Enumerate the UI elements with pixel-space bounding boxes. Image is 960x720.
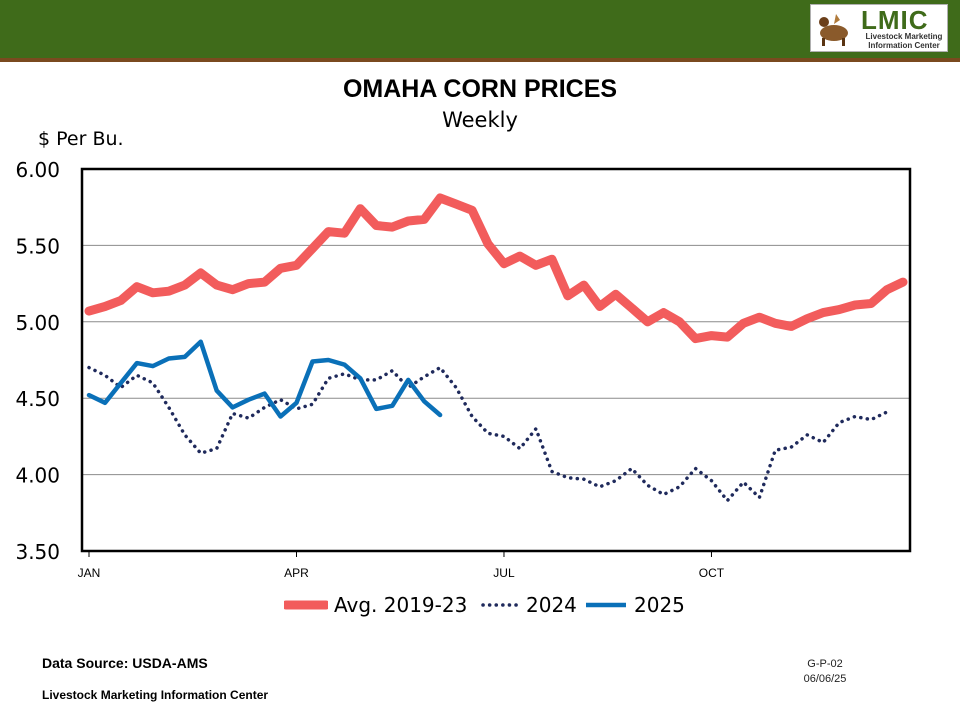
legend-item-2025: 2025 <box>584 590 685 620</box>
lmic-logo: LMIC Livestock Marketing Information Cen… <box>810 4 948 52</box>
legend-label-avg: Avg. 2019-23 <box>334 593 468 617</box>
header-bar <box>0 0 960 58</box>
logo-subtitle-line1: Livestock Marketing <box>865 32 943 41</box>
y-tick-label: 6.00 <box>15 158 60 182</box>
legend-swatch-2024 <box>481 603 520 607</box>
chart-code-id: G-P-02 <box>807 658 843 670</box>
chart-date: 06/06/25 <box>803 673 847 685</box>
chart-title: OMAHA CORN PRICES <box>342 75 618 103</box>
logo-wordmark: LMIC <box>861 5 929 35</box>
x-tick-label: JUL <box>493 566 515 580</box>
series-line-2024 <box>87 365 889 503</box>
footer-organization: Livestock Marketing Information Center <box>42 688 269 702</box>
cattle-logo-icon <box>819 14 848 46</box>
chart-code: G-P-02 06/06/25 <box>790 657 860 687</box>
legend-item-avg: Avg. 2019-23 <box>284 590 467 620</box>
y-axis-label: $ Per Bu. <box>38 128 124 150</box>
header-divider <box>0 58 960 62</box>
legend-label-2024: 2024 <box>526 593 577 617</box>
legend-item-2024: 2024 <box>480 590 577 620</box>
series-line-avg-2019-23 <box>84 193 908 344</box>
logo-subtitle-line2: Information Center <box>868 41 940 50</box>
y-tick-label: 3.50 <box>15 540 60 564</box>
y-tick-label: 5.00 <box>15 311 60 335</box>
legend: Avg. 2019-23 2024 2025 <box>0 590 960 624</box>
chart-subtitle: Weekly <box>442 108 518 132</box>
data-source-note: Data Source: USDA-AMS <box>42 655 208 671</box>
plot-area-frame <box>80 167 912 553</box>
x-tick-label: APR <box>284 566 309 580</box>
legend-swatch-avg <box>284 600 328 610</box>
x-tick-label: JAN <box>78 566 101 580</box>
legend-swatch-2025 <box>586 602 626 608</box>
line-chart: 3.50 4.00 4.50 5.00 5.50 6.00 JAN APR JUL OCT <box>15 158 912 580</box>
x-tick-label: OCT <box>699 566 725 580</box>
logo-subtitle: Livestock Marketing Information Center <box>860 32 948 50</box>
y-tick-label: 4.50 <box>15 387 60 411</box>
y-tick-label: 4.00 <box>15 464 60 488</box>
y-tick-label: 5.50 <box>15 234 60 258</box>
legend-label-2025: 2025 <box>634 593 685 617</box>
series-line-2025 <box>86 339 443 419</box>
